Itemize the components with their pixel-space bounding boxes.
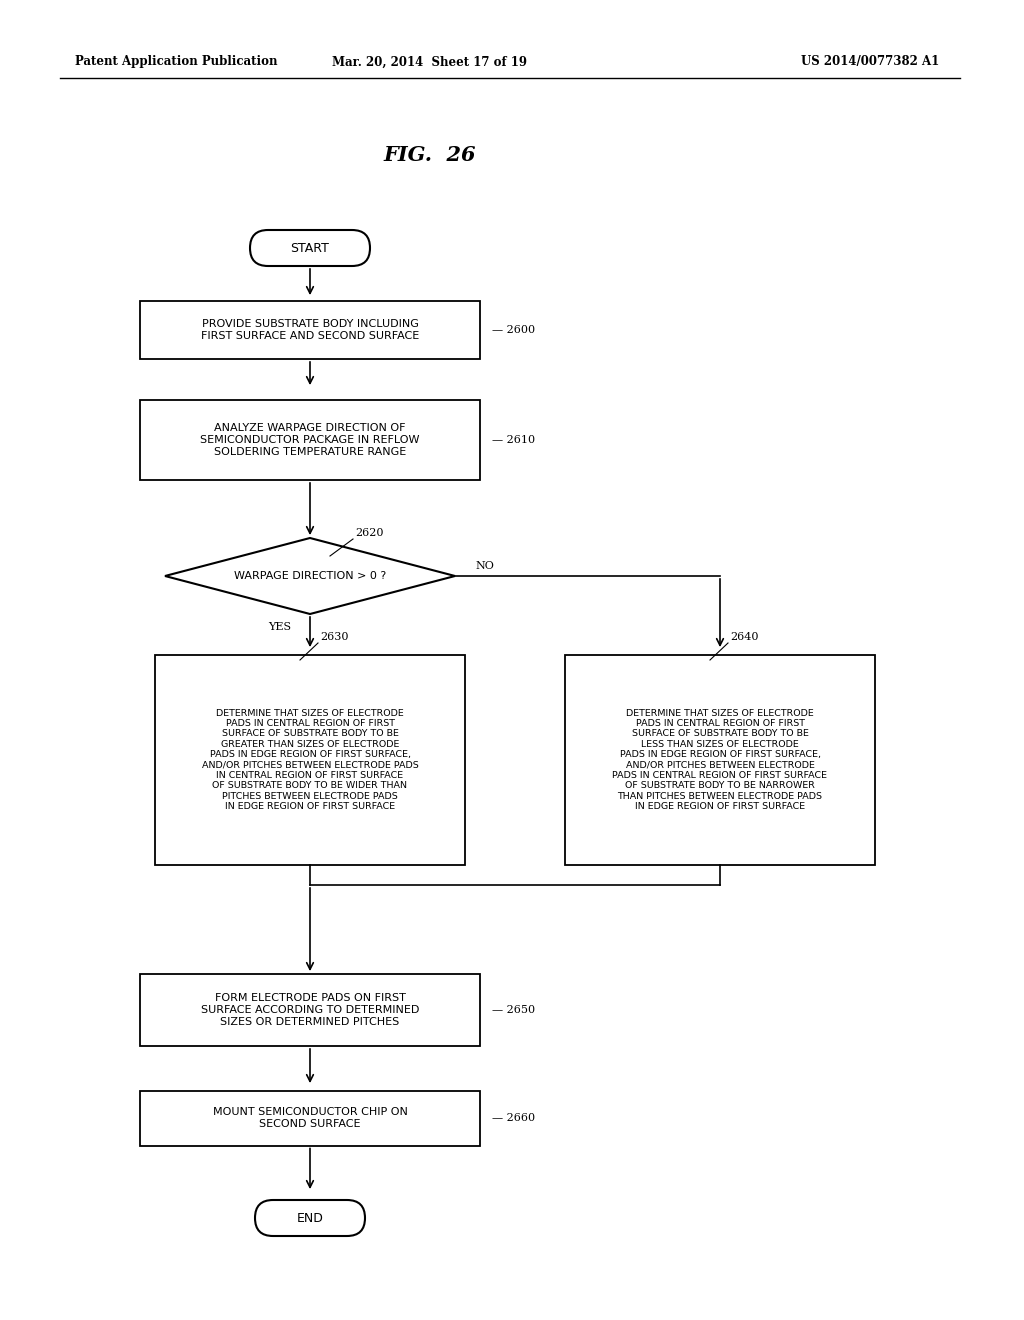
Text: MOUNT SEMICONDUCTOR CHIP ON
SECOND SURFACE: MOUNT SEMICONDUCTOR CHIP ON SECOND SURFA… <box>213 1107 408 1129</box>
Text: START: START <box>291 242 330 255</box>
Bar <box>565 655 874 865</box>
Text: Mar. 20, 2014  Sheet 17 of 19: Mar. 20, 2014 Sheet 17 of 19 <box>333 55 527 69</box>
Text: PROVIDE SUBSTRATE BODY INCLUDING
FIRST SURFACE AND SECOND SURFACE: PROVIDE SUBSTRATE BODY INCLUDING FIRST S… <box>201 319 419 341</box>
Bar <box>140 301 480 359</box>
Text: DETERMINE THAT SIZES OF ELECTRODE
PADS IN CENTRAL REGION OF FIRST
SURFACE OF SUB: DETERMINE THAT SIZES OF ELECTRODE PADS I… <box>612 709 827 812</box>
Bar <box>155 655 465 865</box>
Text: WARPAGE DIRECTION > 0 ?: WARPAGE DIRECTION > 0 ? <box>233 572 386 581</box>
FancyBboxPatch shape <box>255 1200 365 1236</box>
Text: 2620: 2620 <box>355 528 384 539</box>
Text: — 2650: — 2650 <box>492 1005 536 1015</box>
Text: Patent Application Publication: Patent Application Publication <box>75 55 278 69</box>
Text: — 2610: — 2610 <box>492 436 536 445</box>
Text: FORM ELECTRODE PADS ON FIRST
SURFACE ACCORDING TO DETERMINED
SIZES OR DETERMINED: FORM ELECTRODE PADS ON FIRST SURFACE ACC… <box>201 994 419 1027</box>
FancyBboxPatch shape <box>250 230 370 267</box>
Text: DETERMINE THAT SIZES OF ELECTRODE
PADS IN CENTRAL REGION OF FIRST
SURFACE OF SUB: DETERMINE THAT SIZES OF ELECTRODE PADS I… <box>202 709 419 812</box>
Bar <box>140 400 480 480</box>
Text: 2640: 2640 <box>730 632 759 642</box>
Text: 2630: 2630 <box>319 632 348 642</box>
Polygon shape <box>165 539 455 614</box>
Text: NO: NO <box>475 561 494 572</box>
Text: — 2660: — 2660 <box>492 1113 536 1123</box>
Bar <box>140 974 480 1045</box>
Text: ANALYZE WARPAGE DIRECTION OF
SEMICONDUCTOR PACKAGE IN REFLOW
SOLDERING TEMPERATU: ANALYZE WARPAGE DIRECTION OF SEMICONDUCT… <box>201 424 420 457</box>
Text: FIG.  26: FIG. 26 <box>384 145 476 165</box>
Bar <box>140 1090 480 1146</box>
Text: — 2600: — 2600 <box>492 325 536 335</box>
Text: US 2014/0077382 A1: US 2014/0077382 A1 <box>801 55 939 69</box>
Text: END: END <box>297 1212 324 1225</box>
Text: YES: YES <box>268 622 292 632</box>
